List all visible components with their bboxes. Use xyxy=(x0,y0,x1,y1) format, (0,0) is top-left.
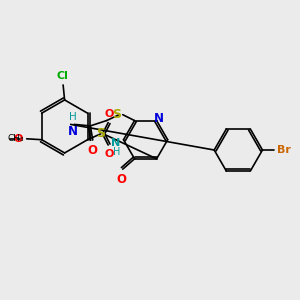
Text: CH₃: CH₃ xyxy=(8,134,24,143)
Text: Cl: Cl xyxy=(57,71,68,81)
Text: S: S xyxy=(112,108,121,121)
Text: N: N xyxy=(111,138,121,148)
Text: O: O xyxy=(13,134,22,143)
Text: N: N xyxy=(68,125,78,138)
Text: H: H xyxy=(113,147,121,157)
Text: N: N xyxy=(153,112,164,125)
Text: O: O xyxy=(104,148,114,158)
Text: O: O xyxy=(104,109,114,119)
Text: H: H xyxy=(69,112,76,122)
Text: Br: Br xyxy=(277,145,290,155)
Text: O: O xyxy=(88,143,98,157)
Text: S: S xyxy=(96,127,105,140)
Text: O: O xyxy=(116,173,126,186)
